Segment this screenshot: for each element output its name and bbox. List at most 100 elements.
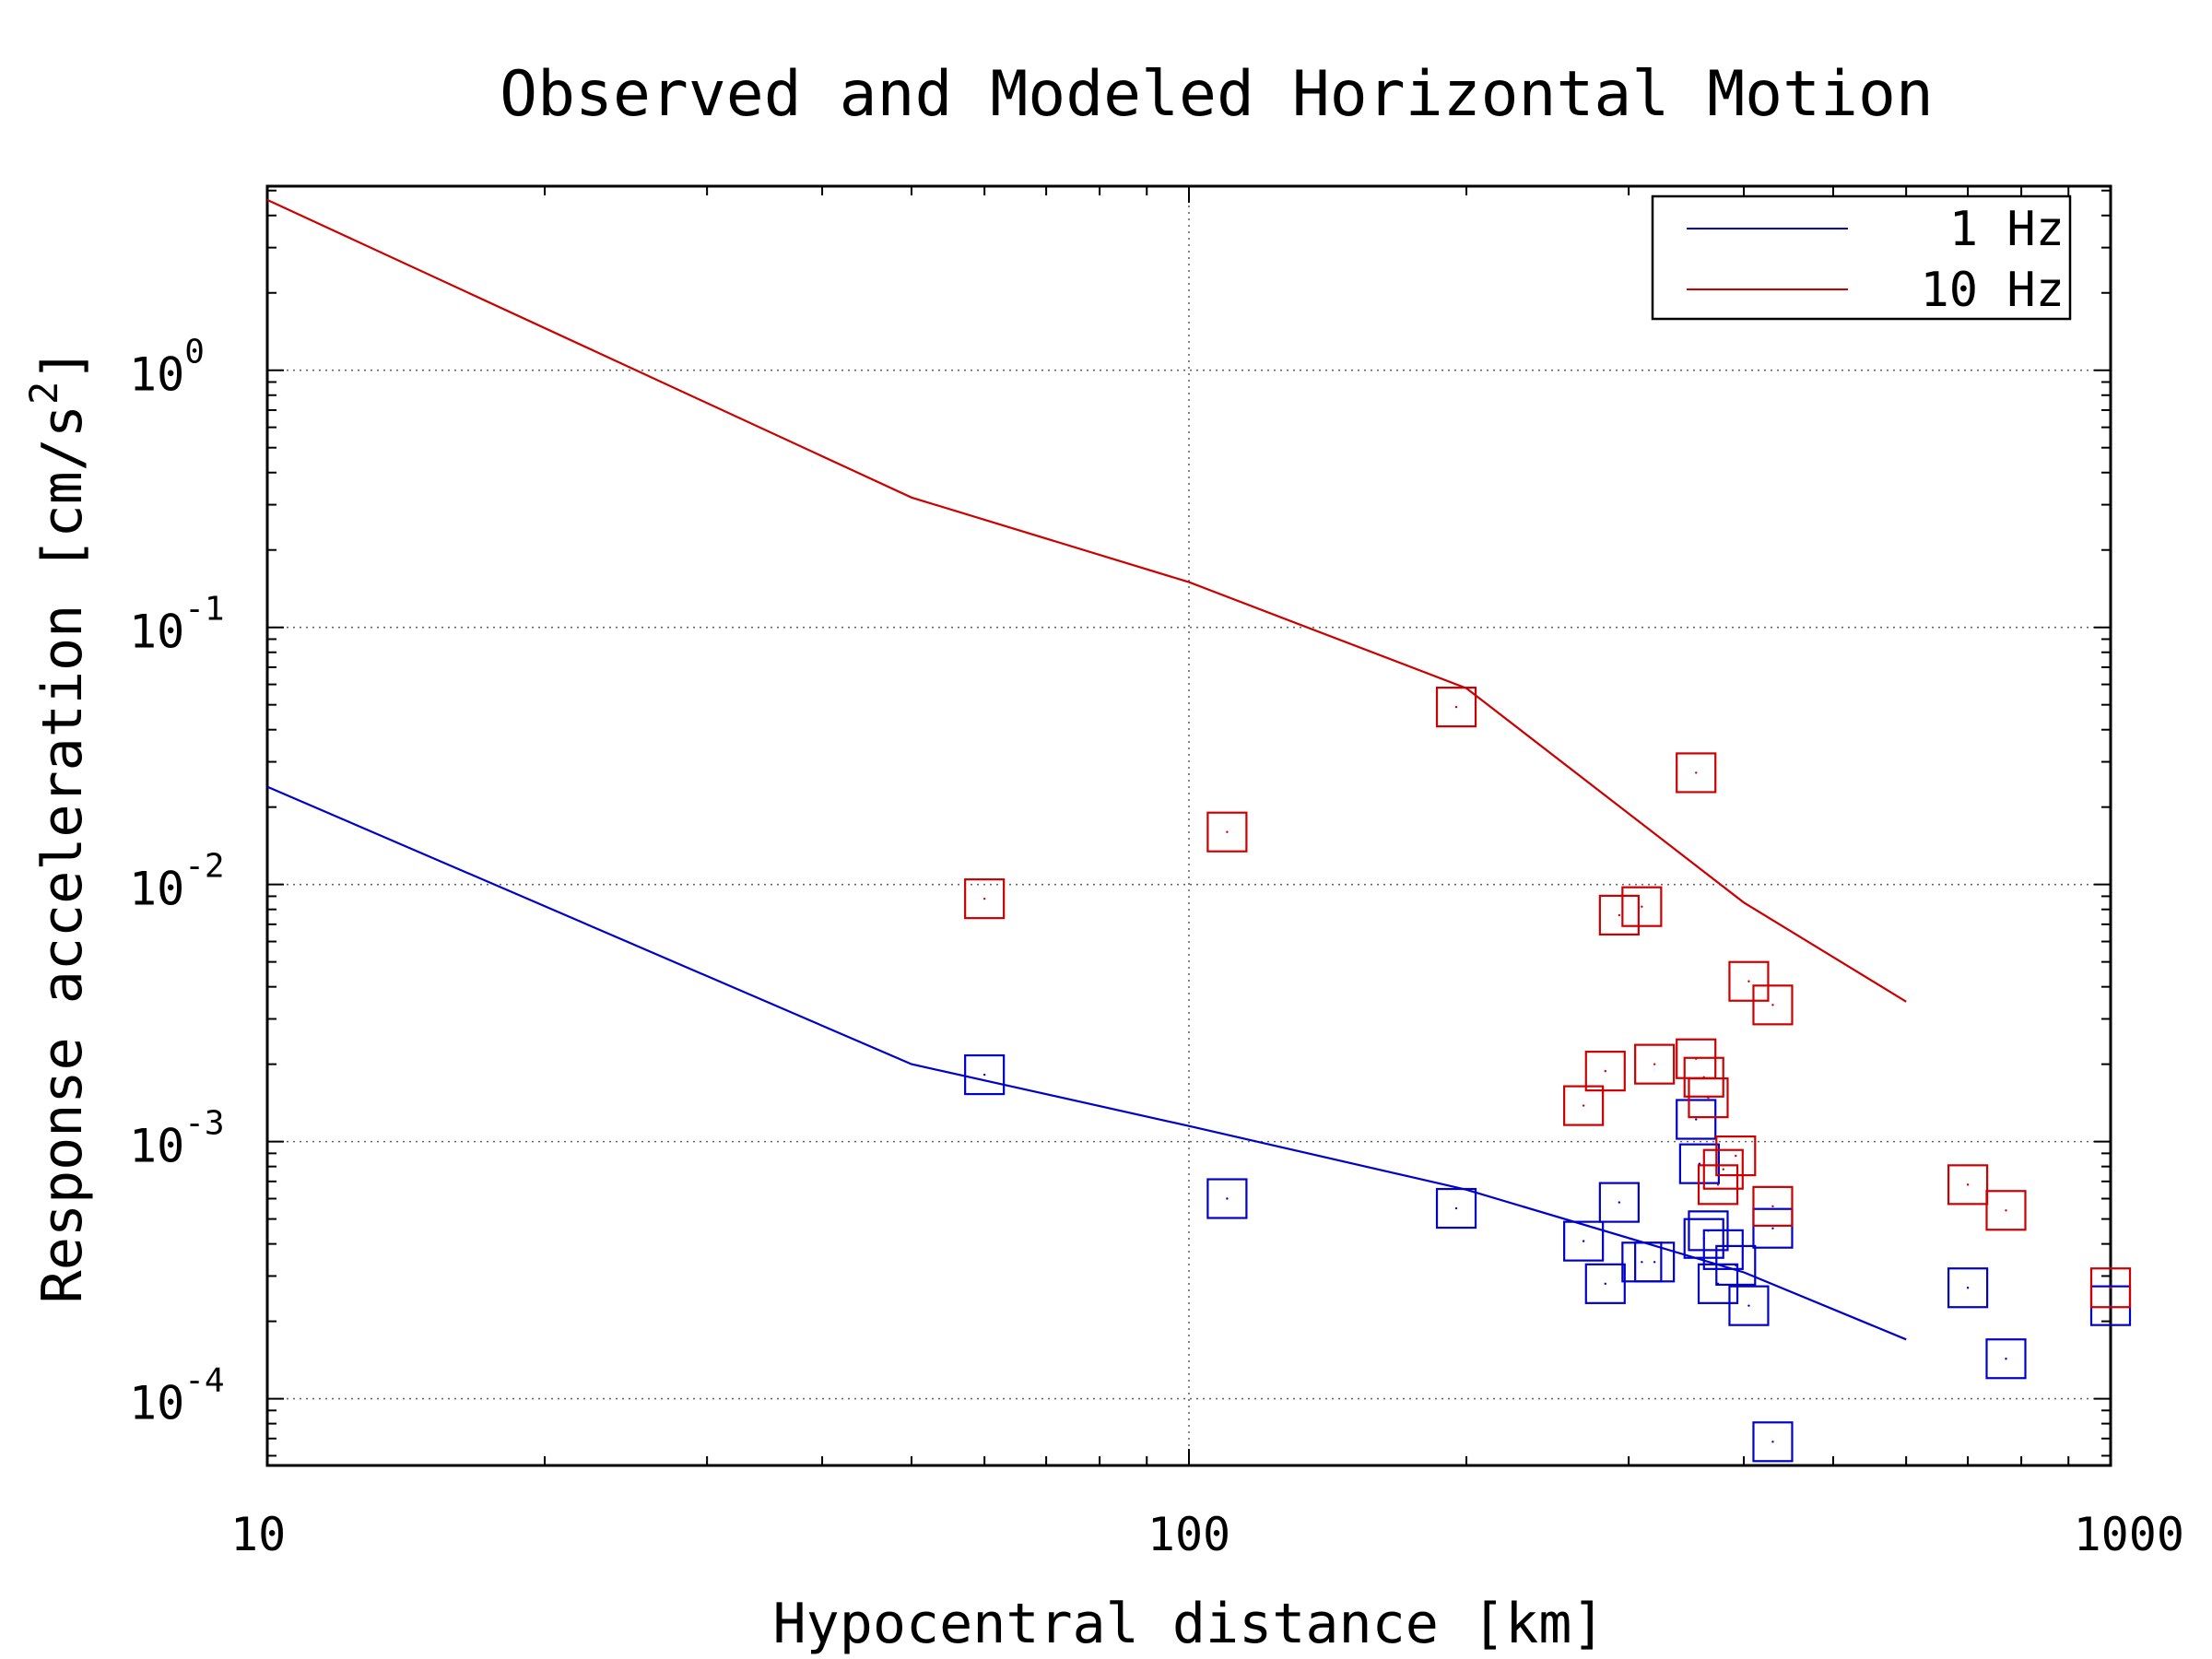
observed-point-1hz [1563,1220,1605,1262]
observed-point-10hz [1598,894,1640,936]
observed-point-1hz [1985,1338,2027,1380]
observed-point-10hz [1697,1164,1739,1206]
observed-point-center-1hz [982,1073,986,1077]
observed-point-1hz [1752,1421,1794,1463]
y-tick-label-exponent: -2 [184,848,224,886]
x-axis-label: Hypocentral distance [km] [772,1592,1605,1656]
observed-point-center-10hz [1722,1168,1724,1171]
observed-point-center-10hz [1735,1154,1737,1158]
observed-point-1hz [1206,1178,1248,1219]
y-tick-label: 10-4 [129,1362,225,1430]
y-tick-label: 100 [129,334,205,402]
observed-point-center-1hz [1747,1304,1750,1307]
observed-point-10hz [1715,1135,1757,1177]
observed-point-center-1hz [1771,1441,1774,1443]
y-tick-label: 10-2 [129,848,225,916]
observed-point-center-10hz [1582,1104,1585,1107]
observed-point-1hz [964,1053,1006,1096]
y-tick-label-exponent: -1 [184,591,224,629]
observed-point-10hz [2089,1267,2132,1309]
observed-point-center-10hz [1454,705,1458,709]
observed-point-10hz [964,878,1006,920]
observed-point-10hz [1584,1051,1626,1092]
observed-point-10hz [1435,687,1477,728]
observed-point-center-1hz [1226,1197,1229,1200]
observed-point-center-1hz [1722,1248,1724,1252]
tick-marks [266,186,2111,1465]
y-axis-label-text: Response acceleration [cm/s [30,405,95,1303]
plot-frame [265,184,2112,1467]
observed-point-center-10hz [1604,1069,1606,1073]
y-axis-label-close: ] [30,348,95,382]
observed-point-10hz [1634,1043,1676,1085]
grid [267,186,2111,1465]
observed-point-center-1hz [1604,1282,1606,1286]
observed-point-1hz [1584,1263,1626,1304]
observed-point-1hz [1947,1267,1989,1309]
y-tick-label-exponent: -3 [184,1105,224,1143]
observed-point-center-10hz [1641,905,1643,908]
y-tick-label-base: 10 [129,863,184,916]
y-tick-label-exponent: 0 [184,334,205,371]
observed-point-center-1hz [1618,1201,1621,1204]
observed-point-10hz [1688,1077,1729,1119]
legend-label-1hz: 1 Hz [1949,202,2065,257]
series-layer [266,198,2132,1463]
observed-point-1hz [1715,1244,1757,1287]
observed-point-center-10hz [1618,913,1621,917]
chart-title: Observed and Modeled Horizontal Motion [500,58,1934,131]
y-tick-label-base: 10 [129,606,184,659]
observed-point-1hz [1435,1187,1477,1230]
x-tick-label: 100 [1147,1508,1230,1561]
observed-point-center-1hz [1966,1287,1970,1289]
y-tick-label: 10-3 [129,1105,225,1173]
observed-point-10hz [1702,1148,1744,1190]
observed-point-10hz [1563,1085,1605,1126]
observed-point-center-10hz [1716,1183,1720,1186]
model-line-10hz [266,198,1907,1003]
observed-point-10hz [1621,886,1663,927]
observed-point-1hz [1752,1207,1794,1249]
x-tick-label: 10 [230,1508,286,1561]
x-tick-labels: 10 100 1000 [230,1508,2184,1561]
observed-point-10hz [1683,1056,1724,1098]
observed-point-center-10hz [1747,980,1750,982]
y-axis-label: Response acceleration [cm/s2] [21,348,95,1304]
observed-point-center-1hz [1653,1261,1656,1264]
legend-box [1651,194,2072,321]
observed-point-center-1hz [1641,1261,1643,1264]
y-axis-label-superscript: 2 [21,382,66,405]
observed-point-10hz [1676,752,1717,794]
observed-point-center-10hz [1653,1063,1656,1065]
observed-point-center-1hz [1735,1264,1737,1267]
observed-point-center-10hz [982,897,986,900]
observed-point-1hz [1728,1285,1770,1326]
observed-point-center-10hz [1966,1183,1970,1186]
y-tick-label-base: 10 [129,348,184,402]
observed-point-center-10hz [1695,771,1698,774]
observed-point-center-10hz [1771,1205,1774,1208]
observed-point-center-10hz [1707,1096,1710,1100]
observed-point-1hz [1702,1229,1744,1270]
observed-point-10hz [1947,1164,1989,1206]
y-tick-label-base: 10 [129,1120,184,1173]
legend-label-10hz: 10 Hz [1920,263,2065,318]
x-tick-label: 1000 [2074,1508,2184,1561]
observed-point-center-10hz [2109,1287,2112,1289]
observed-point-center-1hz [2005,1358,2007,1360]
observed-point-1hz [1676,1099,1717,1140]
observed-point-1hz [1634,1241,1676,1283]
y-tick-label-exponent: -4 [184,1362,224,1400]
y-tick-label: 10-1 [129,591,225,659]
observed-point-10hz [1728,960,1770,1002]
observed-point-center-10hz [2005,1209,2007,1212]
observed-point-1hz [1598,1182,1640,1223]
observed-point-10hz [1752,984,1794,1026]
observed-point-center-1hz [1695,1118,1698,1121]
observed-point-10hz [1206,811,1248,853]
observed-point-center-1hz [1771,1227,1774,1230]
observed-point-center-1hz [1454,1206,1458,1210]
observed-point-center-10hz [1771,1004,1774,1006]
